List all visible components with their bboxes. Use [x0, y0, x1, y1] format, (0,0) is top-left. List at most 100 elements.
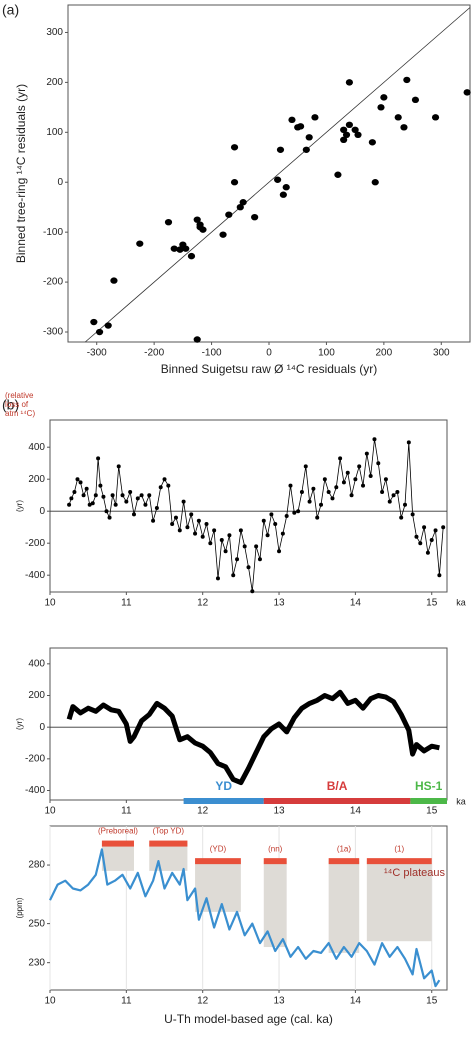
point [230, 179, 239, 186]
x-tick-label: 13 [273, 996, 285, 1007]
x-tick-label: 10 [44, 806, 56, 817]
point [246, 565, 251, 570]
point [357, 464, 362, 469]
point [135, 496, 140, 501]
x-axis-label: Binned Suigetsu raw Ø ¹⁴C residuals (yr) [161, 362, 378, 376]
point [437, 573, 442, 578]
point [189, 512, 194, 517]
x-tick-label: 200 [376, 348, 393, 359]
period-label: HS-1 [415, 779, 443, 793]
point [349, 493, 354, 498]
x-tick-label: 10 [44, 598, 56, 609]
point [116, 464, 121, 469]
point [239, 199, 247, 206]
point [351, 126, 359, 134]
point [212, 528, 217, 533]
point [242, 544, 247, 549]
plot-frame [49, 647, 448, 801]
point [151, 518, 156, 523]
point [284, 514, 289, 518]
point [181, 499, 186, 504]
point [296, 509, 301, 514]
plateau-label: (1) [394, 844, 404, 853]
x-tick-label: 12 [197, 996, 209, 1007]
point [429, 538, 434, 542]
point [104, 322, 112, 329]
point [131, 512, 136, 517]
point [154, 506, 159, 510]
plateau-label: (1a) [337, 844, 352, 853]
point [315, 515, 320, 520]
x-unit: ka [456, 597, 466, 607]
point [84, 486, 89, 491]
point [101, 494, 106, 499]
point [410, 512, 415, 517]
x-tick-label: 12 [197, 598, 209, 609]
point [341, 480, 346, 485]
point [292, 510, 297, 515]
point [345, 470, 350, 475]
point [319, 502, 324, 507]
x-tick-label: 0 [266, 348, 272, 359]
point [238, 528, 243, 533]
point [170, 245, 178, 252]
x-tick-label: -300 [87, 348, 107, 359]
point [128, 490, 133, 494]
plateau-bar [149, 840, 188, 847]
panel-label: (a) [2, 2, 19, 18]
point [69, 496, 74, 501]
point [124, 499, 129, 504]
point [136, 240, 144, 247]
plateau-bar [328, 858, 360, 865]
y-tick-label: -200 [43, 277, 63, 288]
y-tick-label: 400 [28, 442, 45, 453]
point [95, 328, 104, 336]
x-tick-label: 11 [121, 806, 132, 817]
point [90, 318, 98, 326]
x-tick-label: 10 [44, 996, 56, 1007]
plateau-bar [263, 858, 287, 865]
x-tick-label: 14 [350, 806, 362, 817]
x-tick-label: 300 [433, 348, 450, 359]
point [185, 525, 190, 530]
point [345, 121, 353, 129]
plateau-bar [195, 858, 241, 865]
y-tick-label: 0 [39, 722, 45, 733]
period-bar [410, 798, 447, 804]
x-tick-label: 15 [426, 806, 438, 817]
x-tick-label: 11 [121, 996, 132, 1007]
point [104, 509, 109, 514]
point [261, 518, 266, 523]
y-tick-label: -100 [43, 227, 63, 238]
point [250, 589, 255, 594]
plateau-label: (YD) [210, 844, 227, 853]
x-tick-label: 15 [426, 996, 438, 1007]
point [280, 531, 285, 536]
point [182, 245, 190, 252]
y-tick-label: 100 [46, 127, 63, 138]
point [87, 502, 92, 507]
x-tick-label: 12 [197, 806, 209, 817]
point [431, 114, 440, 121]
point [330, 496, 335, 501]
point [143, 502, 148, 507]
point [269, 512, 274, 517]
point [302, 146, 310, 153]
point [376, 461, 381, 466]
point [299, 490, 304, 494]
period-bar [263, 798, 411, 804]
plateau-box [366, 861, 432, 942]
point [364, 451, 369, 456]
point [282, 184, 290, 191]
point [166, 483, 171, 488]
y-axis-label: (yr) [15, 718, 24, 730]
data-line [66, 689, 440, 786]
y-tick-label: 200 [28, 690, 45, 701]
point [433, 528, 438, 533]
plot-frame [67, 4, 471, 343]
period-label: B/A [327, 779, 348, 793]
point [193, 336, 201, 343]
point [368, 474, 373, 478]
point [368, 139, 376, 146]
